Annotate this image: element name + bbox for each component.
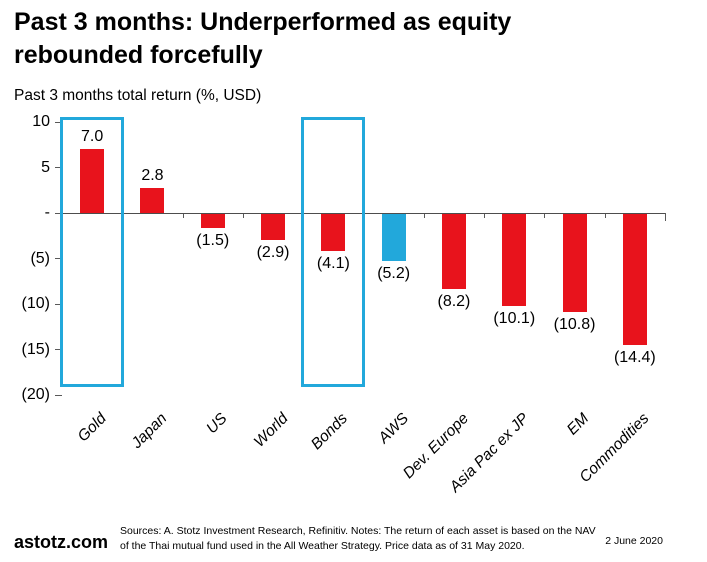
bar-gold — [80, 149, 105, 213]
value-label-bonds: (4.1) — [316, 255, 350, 273]
highlight-box-gold — [59, 117, 124, 387]
bar-world — [261, 214, 286, 241]
footer-date: 2 June 2020 — [605, 535, 663, 547]
x-axis-tick-mark — [604, 213, 606, 218]
y-axis-tick-label: (20) — [21, 386, 50, 403]
x-axis-tick-mark — [423, 213, 425, 218]
y-axis-tick-label: (15) — [21, 340, 50, 358]
value-label-aws: (5.2) — [377, 265, 411, 283]
x-label-aws: AWS — [374, 410, 412, 447]
value-label-em: (10.8) — [553, 316, 596, 334]
y-axis-tick-label: 10 — [32, 113, 50, 130]
footer: astotz.com Sources: A. Stotz Investment … — [0, 516, 707, 562]
x-axis-tick-mark — [242, 213, 244, 218]
footer-sources-line1: Sources: A. Stotz Investment Research, R… — [120, 525, 596, 552]
highlight-box-bonds — [300, 117, 365, 387]
y-axis-tick-mark — [55, 212, 62, 214]
x-axis-end-cap — [665, 212, 666, 221]
y-axis-tick-mark — [55, 258, 62, 259]
y-axis-tick-mark — [55, 349, 62, 350]
footer-sources-line2: mutual fund used in the All Weather Stra… — [172, 540, 525, 552]
page-title: Past 3 months: Underperformed as equity … — [14, 6, 654, 72]
y-axis-tick-label: (10) — [21, 295, 50, 312]
x-label-japan: Japan — [128, 410, 171, 452]
x-axis-tick-mark — [484, 213, 486, 218]
x-label-us: US — [203, 410, 231, 438]
x-label-em: EM — [564, 410, 593, 439]
y-axis-tick-mark — [55, 121, 62, 123]
bar-dev-europe — [441, 214, 466, 289]
value-label-us: (1.5) — [196, 231, 230, 249]
value-label-dev-europe: (8.2) — [437, 292, 471, 310]
bar-chart: 10 5 - (5) (10) (15) (20) 7.0 2.8 (1.5) (2.9) (4.1)… — [21, 113, 666, 496]
bar-us — [200, 214, 225, 228]
bar-em — [562, 214, 587, 313]
x-label-bonds: Bonds — [308, 410, 352, 454]
y-axis-tick-mark — [55, 394, 62, 396]
page-title-line1: Past 3 months: Underperformed as equity — [14, 8, 512, 36]
value-label-commodities: (14.4) — [613, 349, 656, 367]
x-label-world: World — [250, 410, 292, 451]
bar-aws — [381, 214, 406, 262]
x-label-gold: Gold — [74, 410, 111, 446]
bar-japan — [140, 187, 165, 213]
y-axis-tick-mark — [55, 167, 62, 168]
x-axis-tick-mark — [544, 213, 546, 218]
bar-bonds — [321, 214, 346, 252]
page-subtitle: Past 3 months total return (%, USD) — [14, 87, 262, 104]
bar-asia-pac-ex-jp — [502, 214, 527, 306]
bar-commodities — [622, 214, 647, 346]
x-axis-tick-mark — [182, 213, 184, 218]
y-axis-tick-label: - — [44, 204, 50, 221]
y-axis-tick-label: 5 — [41, 158, 50, 176]
page-title-line2: rebounded forcefully — [14, 41, 263, 69]
footer-brand: astotz.com — [14, 532, 109, 552]
footer-sources: Sources: A. Stotz Investment Research, R… — [120, 524, 600, 554]
value-label-japan: 2.8 — [141, 166, 164, 184]
y-axis-tick-label: (5) — [30, 249, 50, 267]
value-label-world: (2.9) — [256, 244, 290, 262]
value-label-asia-pac-ex-jp: (10.1) — [493, 309, 536, 327]
y-axis-tick-mark — [55, 303, 62, 305]
value-label-gold: 7.0 — [81, 128, 104, 146]
